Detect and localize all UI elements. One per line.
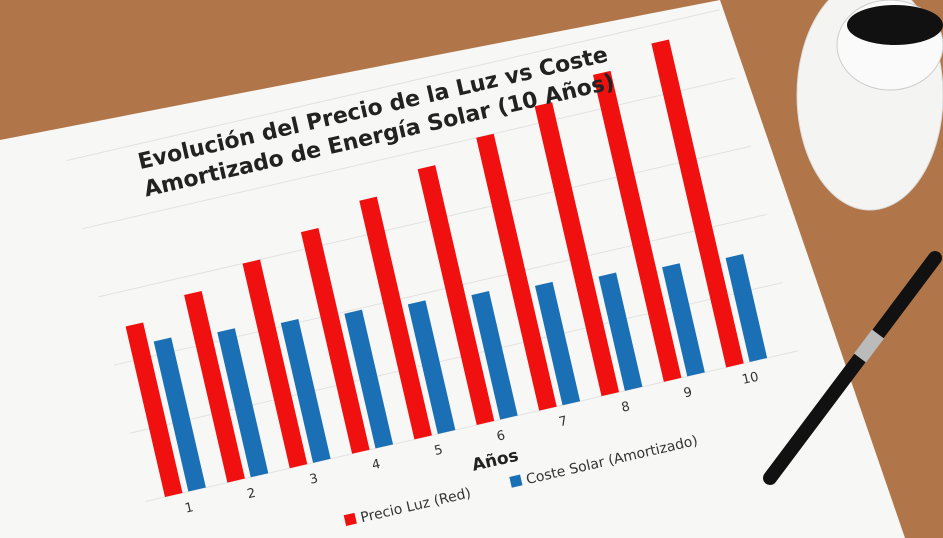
bar-coste-solar-4 — [344, 309, 394, 449]
bar-coste-solar-10 — [725, 253, 768, 363]
x-tick-label: 6 — [495, 428, 506, 444]
bar-precio-luz-8 — [534, 102, 620, 397]
x-tick-label: 8 — [620, 399, 631, 415]
bar-coste-solar-7 — [535, 281, 581, 406]
bar-coste-solar-5 — [407, 300, 456, 434]
bar-precio-luz-9 — [593, 70, 682, 382]
bar-precio-luz-3 — [242, 259, 308, 469]
bar-coste-solar-1 — [153, 337, 206, 492]
bar-precio-luz-5 — [359, 196, 432, 440]
x-tick-label: 7 — [558, 414, 569, 430]
gridline — [66, 9, 720, 161]
x-tick-label: 1 — [183, 500, 194, 516]
x-tick-label: 2 — [246, 486, 257, 502]
x-tick-label: 5 — [433, 443, 444, 459]
bar-coste-solar-2 — [217, 328, 269, 478]
gridline — [98, 145, 752, 298]
bar-coste-solar-9 — [662, 263, 705, 377]
bar-coste-solar-3 — [280, 318, 331, 463]
gridline — [82, 77, 736, 230]
legend-swatch-red — [343, 512, 357, 527]
legend-swatch-blue — [509, 474, 523, 488]
bar-precio-luz-10 — [651, 39, 744, 368]
bar-precio-luz-1 — [125, 322, 183, 498]
x-tick-label: 3 — [308, 471, 319, 487]
x-tick-label: 10 — [741, 370, 760, 388]
bar-precio-luz-4 — [300, 228, 370, 454]
coffee-cup — [796, 0, 943, 211]
bar-precio-luz-2 — [184, 290, 245, 483]
x-tick-label: 4 — [370, 457, 381, 473]
bar-precio-luz-7 — [476, 133, 557, 411]
x-tick-label: 9 — [682, 385, 693, 401]
bar-coste-solar-8 — [598, 272, 643, 391]
bar-precio-luz-6 — [417, 165, 495, 425]
pen-icon — [763, 251, 942, 485]
bar-coste-solar-6 — [471, 291, 518, 420]
